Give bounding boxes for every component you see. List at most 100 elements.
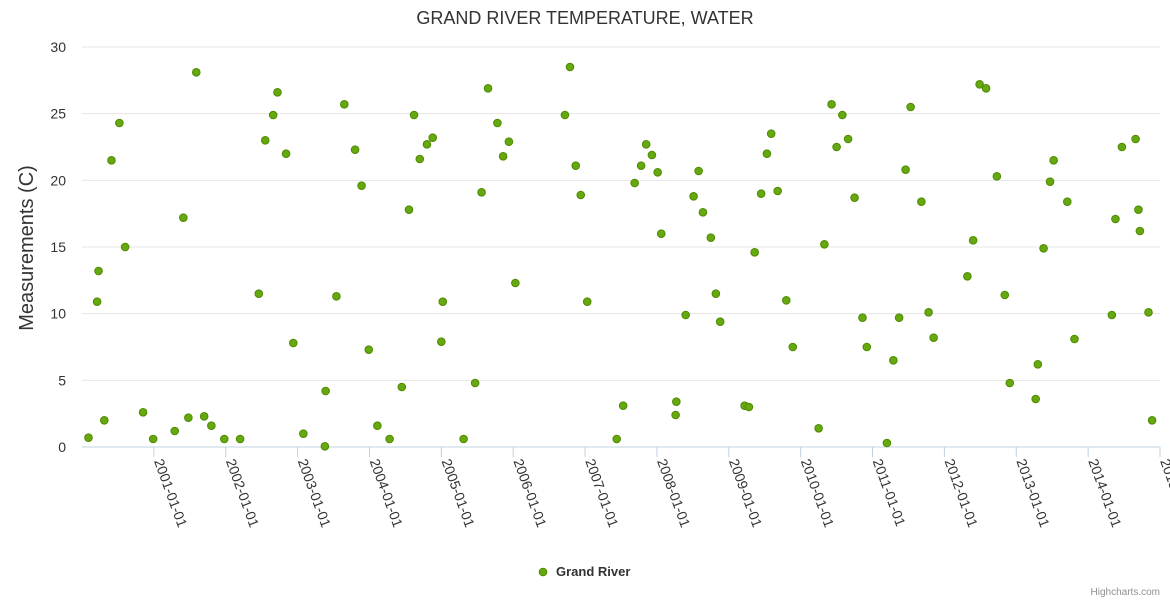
data-point[interactable] (483, 84, 493, 93)
data-point[interactable] (571, 161, 581, 170)
data-point[interactable] (498, 152, 508, 161)
data-point[interactable] (422, 140, 432, 149)
data-point[interactable] (409, 110, 419, 120)
data-point[interactable] (653, 168, 662, 177)
data-point[interactable] (92, 297, 102, 306)
data-point[interactable] (618, 401, 628, 410)
data-point[interactable] (560, 110, 570, 120)
data-point[interactable] (438, 297, 448, 306)
data-point[interactable] (357, 181, 366, 190)
data-point[interactable] (681, 310, 690, 320)
data-point[interactable] (1049, 156, 1058, 165)
data-point[interactable] (750, 248, 759, 257)
data-point[interactable] (99, 416, 109, 425)
data-point[interactable] (191, 68, 201, 77)
data-point[interactable] (630, 178, 639, 188)
data-point[interactable] (843, 134, 853, 144)
data-point[interactable] (288, 338, 298, 348)
data-point[interactable] (268, 110, 278, 120)
data-point[interactable] (981, 84, 991, 93)
data-point[interactable] (235, 434, 245, 444)
data-point[interactable] (850, 193, 859, 202)
data-point[interactable] (94, 266, 103, 276)
data-point[interactable] (340, 100, 349, 109)
data-point[interactable] (992, 172, 1002, 181)
data-point[interactable] (115, 118, 124, 128)
data-point[interactable] (320, 442, 330, 451)
data-point[interactable] (766, 129, 776, 138)
data-point[interactable] (788, 342, 798, 352)
data-point[interactable] (929, 333, 938, 342)
data-point[interactable] (459, 434, 468, 444)
data-point[interactable] (968, 236, 978, 245)
data-point[interactable] (647, 150, 657, 160)
data-point[interactable] (260, 136, 270, 145)
data-point[interactable] (1039, 244, 1048, 253)
data-point[interactable] (511, 278, 520, 288)
data-point[interactable] (773, 186, 782, 196)
data-point[interactable] (373, 421, 382, 430)
data-point[interactable] (1144, 308, 1153, 317)
data-point[interactable] (963, 272, 972, 281)
data-point[interactable] (1000, 290, 1010, 300)
data-point[interactable] (838, 110, 847, 120)
data-point[interactable] (715, 317, 725, 326)
data-point[interactable] (694, 166, 703, 176)
data-point[interactable] (756, 189, 766, 198)
series-grand-river[interactable] (84, 62, 1157, 451)
data-point[interactable] (1062, 197, 1072, 206)
data-point[interactable] (404, 205, 414, 214)
data-point[interactable] (199, 412, 209, 421)
data-point[interactable] (350, 145, 360, 154)
data-point[interactable] (219, 434, 229, 444)
data-point[interactable] (820, 240, 829, 249)
data-point[interactable] (889, 356, 898, 365)
data-point[interactable] (858, 313, 867, 322)
data-point[interactable] (641, 140, 651, 149)
data-point[interactable] (428, 133, 438, 142)
data-point[interactable] (477, 188, 486, 197)
legend-label[interactable]: Grand River (556, 564, 630, 579)
data-point[interactable] (1033, 360, 1043, 369)
data-point[interactable] (762, 149, 772, 158)
data-point[interactable] (273, 88, 282, 97)
data-point[interactable] (207, 421, 216, 430)
data-point[interactable] (321, 386, 330, 396)
credits-link[interactable]: Highcharts.com (1091, 587, 1160, 598)
data-point[interactable] (1107, 310, 1117, 320)
data-point[interactable] (170, 426, 180, 436)
data-point[interactable] (470, 378, 480, 388)
data-point[interactable] (1131, 134, 1140, 144)
data-point[interactable] (179, 213, 188, 222)
data-point[interactable] (397, 382, 407, 392)
data-point[interactable] (906, 102, 915, 112)
data-point[interactable] (827, 100, 836, 109)
data-point[interactable] (975, 80, 984, 89)
data-point[interactable] (698, 208, 708, 217)
data-point[interactable] (364, 345, 374, 354)
data-point[interactable] (1135, 226, 1145, 236)
legend-item-grand-river[interactable]: Grand River (538, 564, 630, 579)
data-point[interactable] (894, 313, 904, 322)
data-point[interactable] (148, 434, 158, 444)
data-point[interactable] (184, 413, 193, 422)
data-point[interactable] (504, 137, 514, 146)
data-point[interactable] (415, 154, 425, 164)
data-point[interactable] (636, 161, 646, 170)
data-point[interactable] (862, 342, 872, 352)
data-point[interactable] (1111, 214, 1120, 224)
data-point[interactable] (612, 434, 621, 444)
data-point[interactable] (1147, 416, 1157, 425)
data-point[interactable] (299, 429, 308, 438)
data-point[interactable] (689, 192, 698, 201)
data-point[interactable] (706, 233, 716, 242)
data-point[interactable] (656, 229, 666, 238)
data-point[interactable] (1134, 205, 1143, 214)
data-point[interactable] (882, 438, 892, 448)
data-point[interactable] (672, 397, 681, 406)
data-point[interactable] (1070, 334, 1079, 344)
data-point[interactable] (120, 242, 130, 252)
data-point[interactable] (924, 308, 933, 317)
data-point[interactable] (781, 296, 791, 305)
data-point[interactable] (107, 156, 116, 165)
